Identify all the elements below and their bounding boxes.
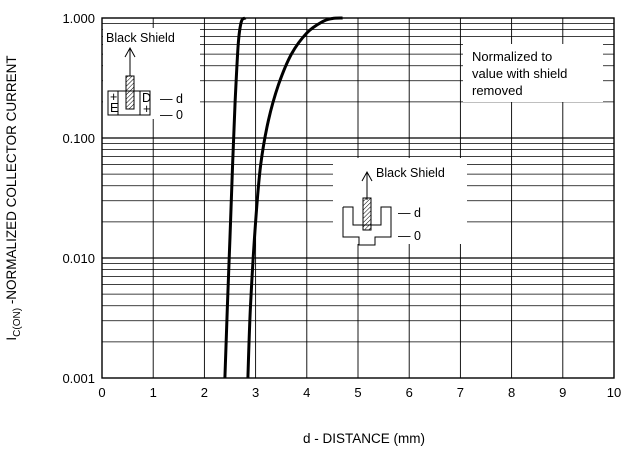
sensor-package-icon [107, 75, 151, 116]
x-tick-label: 6 [406, 385, 413, 400]
arrow-up-icon [124, 46, 136, 76]
x-tick-label: 2 [201, 385, 208, 400]
inset-top-emitter-plus: + [110, 90, 117, 104]
x-tick-label: 5 [354, 385, 361, 400]
note-box: Normalized to value with shield removed [463, 44, 603, 102]
inset-top-detector-d: D [142, 91, 151, 105]
note-line-2: value with shield [472, 66, 567, 81]
inset-mid-zero-label: — 0 [398, 229, 421, 243]
y-axis-label-main: I [4, 337, 19, 341]
series-lines [223, 16, 343, 379]
y-axis-label-sub: C(ON) [12, 308, 23, 337]
arrow-up-icon [361, 170, 373, 200]
y-tick-label: 0.001 [62, 371, 95, 386]
x-tick-label: 4 [303, 385, 310, 400]
inset-top-d-label: — d [160, 92, 183, 106]
y-axis-label-rest: -NORMALIZED COLLECTOR CURRENT [4, 55, 19, 308]
note-line-1: Normalized to [472, 49, 552, 64]
inset-mid-label: Black Shield [376, 166, 445, 180]
x-tick-label: 0 [98, 385, 105, 400]
y-tick-label: 0.010 [62, 251, 95, 266]
plot-frame [101, 17, 615, 379]
x-tick-label: 8 [508, 385, 515, 400]
x-tick-label: 7 [457, 385, 464, 400]
inset-top-zero-label: — 0 [160, 108, 183, 122]
y-tick-label: 1.000 [62, 11, 95, 26]
x-axis-label: d - DISTANCE (mm) [303, 431, 425, 446]
slotted-sensor-icon [342, 197, 392, 246]
y-tick-label: 0.100 [62, 131, 95, 146]
inset-mid-d-label: — d [398, 206, 421, 220]
series-line-2 [246, 16, 343, 379]
x-tick-label: 9 [559, 385, 566, 400]
inset-top-label: Black Shield [106, 31, 175, 45]
inset-top-detector-plus: + [143, 102, 150, 116]
tick-labels: 0 1 2 3 4 5 6 7 8 9 10 0.001 0.010 0.100 1.000 [62, 11, 621, 400]
inset-middle: Black Shield — d — 0 [333, 158, 467, 246]
inset-top-left: Black Shield + E D + — d — 0 [103, 28, 200, 122]
x-tick-label: 3 [252, 385, 259, 400]
x-tick-label: 10 [607, 385, 621, 400]
y-axis-label: IC(ON) -NORMALIZED COLLECTOR CURRENT [4, 55, 23, 340]
note-line-3: removed [472, 83, 523, 98]
series-line-1 [223, 16, 247, 379]
inset-top-emitter-e: E [110, 101, 118, 115]
x-tick-label: 1 [150, 385, 157, 400]
